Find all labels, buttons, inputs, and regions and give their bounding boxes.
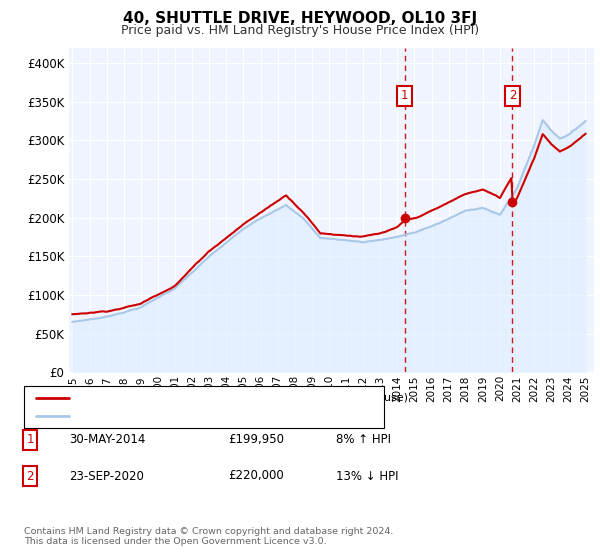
Text: 2: 2 (26, 469, 34, 483)
Text: 40, SHUTTLE DRIVE, HEYWOOD, OL10 3FJ: 40, SHUTTLE DRIVE, HEYWOOD, OL10 3FJ (123, 11, 477, 26)
Text: 23-SEP-2020: 23-SEP-2020 (69, 469, 144, 483)
Text: 13% ↓ HPI: 13% ↓ HPI (336, 469, 398, 483)
Text: 2: 2 (509, 89, 516, 102)
Text: 8% ↑ HPI: 8% ↑ HPI (336, 433, 391, 446)
Text: Contains HM Land Registry data © Crown copyright and database right 2024.
This d: Contains HM Land Registry data © Crown c… (24, 526, 394, 546)
Text: 1: 1 (401, 89, 408, 102)
Text: £220,000: £220,000 (228, 469, 284, 483)
Text: Price paid vs. HM Land Registry's House Price Index (HPI): Price paid vs. HM Land Registry's House … (121, 24, 479, 36)
Text: HPI: Average price, detached house, Rochdale: HPI: Average price, detached house, Roch… (75, 411, 332, 421)
Text: 40, SHUTTLE DRIVE, HEYWOOD, OL10 3FJ (detached house): 40, SHUTTLE DRIVE, HEYWOOD, OL10 3FJ (de… (75, 393, 408, 403)
Text: 30-MAY-2014: 30-MAY-2014 (69, 433, 145, 446)
Text: 1: 1 (26, 433, 34, 446)
Text: £199,950: £199,950 (228, 433, 284, 446)
